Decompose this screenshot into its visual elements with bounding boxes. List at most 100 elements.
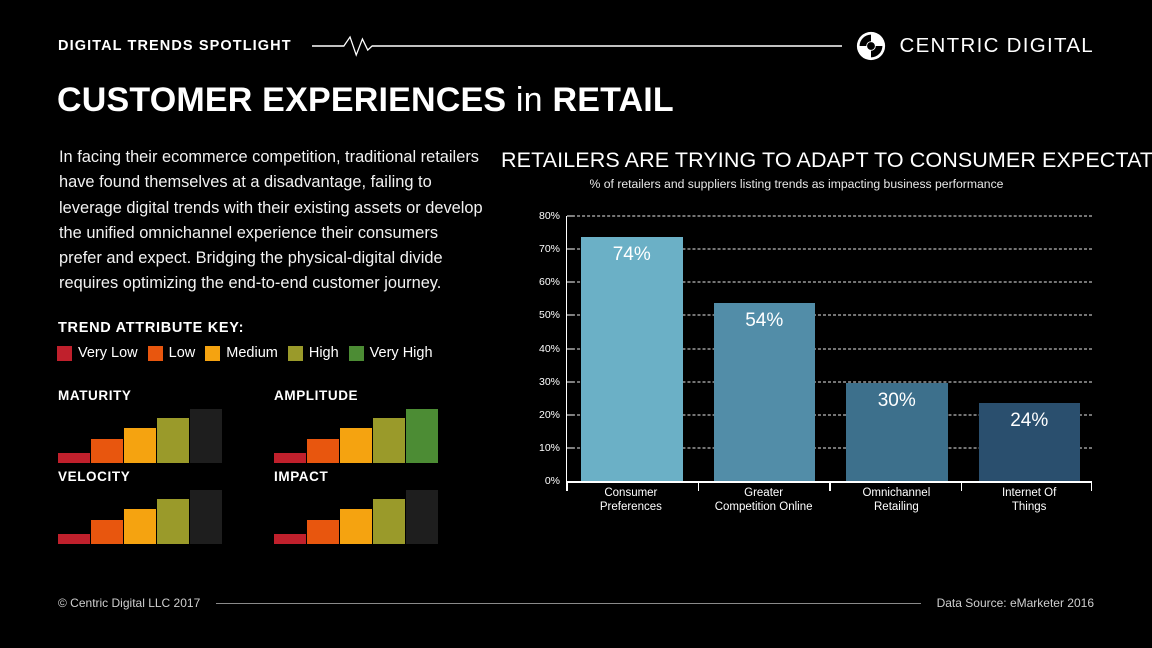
attribute-bar-segment xyxy=(274,534,306,544)
bar-value-label: 30% xyxy=(877,389,916,411)
x-tick-mark xyxy=(566,483,568,491)
attribute-bar-segment xyxy=(157,499,189,544)
x-axis-category-label: Internet Of Things xyxy=(978,486,1080,514)
trend-key-item: High xyxy=(287,345,339,361)
attribute-bars xyxy=(58,409,223,463)
attribute-bar-segment xyxy=(124,428,156,463)
gridline xyxy=(567,414,1092,416)
trend-key-item: Very Low xyxy=(57,345,138,361)
top-header-bar: DIGITAL TRENDS SPOTLIGHT CENTRIC DIGITAL xyxy=(58,30,1094,62)
attribute-meter-maturity: MATURITY xyxy=(58,388,223,463)
y-tick-mark xyxy=(567,281,574,283)
gridline xyxy=(567,348,1092,349)
attribute-bar-segment xyxy=(91,439,123,463)
attribute-meter-impact: IMPACT xyxy=(274,469,439,544)
gridline xyxy=(567,281,1092,283)
page-title-part1: CUSTOMER EXPERIENCES xyxy=(57,81,507,119)
attribute-bar-segment xyxy=(406,409,438,463)
chart-plot-area: 0% 10% 20% 30% 40% 50% 60% 70% 80% 74% 54% 30% 24% xyxy=(539,210,1092,487)
x-axis-label-line: Retailing xyxy=(874,501,919,513)
brand-logo-text: CENTRIC DIGITAL xyxy=(899,34,1094,57)
trend-key-title: TREND ATTRIBUTE KEY: xyxy=(58,320,245,336)
attribute-bar-segment xyxy=(307,439,339,463)
attribute-bars xyxy=(274,490,439,544)
trend-key-swatch xyxy=(205,345,221,361)
gridline xyxy=(567,314,1092,316)
bar-value-label: 74% xyxy=(612,243,651,265)
chart-title: RETAILERS ARE TRYING TO ADAPT TO CONSUME… xyxy=(501,148,1152,172)
gridline xyxy=(567,248,1092,250)
bar-column[interactable]: 54% xyxy=(713,216,815,482)
attribute-bar-segment xyxy=(307,520,339,544)
centric-digital-circle-mark xyxy=(857,31,886,61)
pulse-line-icon xyxy=(311,35,843,57)
attribute-bar-segment xyxy=(373,499,405,544)
y-axis-tick-label: 20% xyxy=(538,408,560,421)
chart-subtitle: % of retailers and suppliers listing tre… xyxy=(589,177,1004,191)
attribute-bar-segment xyxy=(190,490,222,544)
x-tick-mark xyxy=(960,483,962,491)
chart-x-axis-line xyxy=(566,481,1092,483)
attribute-bar-segment xyxy=(373,418,405,463)
trend-key-swatch xyxy=(348,345,364,361)
bar[interactable]: 30% xyxy=(846,382,948,482)
chart-x-axis-labels: Consumer Preferences Greater Competition On… xyxy=(566,486,1092,514)
bar-column[interactable]: 24% xyxy=(978,216,1080,482)
attribute-label: IMPACT xyxy=(274,469,329,484)
y-axis-tick-label: 0% xyxy=(544,475,560,487)
y-tick-mark xyxy=(567,447,574,449)
bar-column[interactable]: 74% xyxy=(581,216,683,482)
attribute-label: AMPLITUDE xyxy=(274,388,359,403)
attribute-bars xyxy=(58,490,223,544)
y-tick-mark xyxy=(567,215,574,217)
x-axis-label-line: Internet Of xyxy=(1001,487,1057,499)
footer: © Centric Digital LLC 2017 Data Source: … xyxy=(58,596,1094,610)
attribute-bar-segment xyxy=(91,520,123,544)
bar[interactable]: 74% xyxy=(581,236,683,482)
bar-column[interactable]: 30% xyxy=(846,216,948,482)
x-axis-label-line: Consumer xyxy=(604,487,658,499)
x-axis-label-line: Things xyxy=(1011,501,1047,513)
attribute-bars xyxy=(274,409,439,463)
attribute-meter-amplitude: AMPLITUDE xyxy=(274,388,439,463)
footer-divider xyxy=(216,602,921,604)
trend-key-label: Very High xyxy=(369,345,433,361)
bar-value-label: 54% xyxy=(745,310,784,332)
chart-x-tick-marks xyxy=(566,483,1092,491)
bar[interactable]: 24% xyxy=(978,402,1080,482)
x-axis-category-label: Consumer Preferences xyxy=(580,486,682,514)
attribute-bar-segment xyxy=(157,418,189,463)
attribute-bar-segment xyxy=(58,453,90,463)
brand-logo: CENTRIC DIGITAL xyxy=(856,31,1094,61)
page-title-part2: in xyxy=(515,81,543,119)
eyebrow-label: DIGITAL TRENDS SPOTLIGHT xyxy=(58,38,292,54)
gridline xyxy=(567,381,1092,383)
y-axis-tick-label: 50% xyxy=(538,309,560,322)
x-axis-category-label: Greater Competition Online xyxy=(713,486,815,514)
footer-copyright: © Centric Digital LLC 2017 xyxy=(58,596,201,610)
attribute-bar-segment xyxy=(190,409,222,463)
y-tick-mark xyxy=(567,381,574,383)
x-tick-mark xyxy=(829,483,831,491)
page-title: CUSTOMER EXPERIENCES in RETAIL xyxy=(57,81,674,120)
attribute-bar-segment xyxy=(58,534,90,544)
y-tick-mark xyxy=(567,348,574,349)
intro-paragraph: In facing their ecommerce competition, t… xyxy=(59,148,483,293)
trend-key-swatch xyxy=(57,345,72,361)
x-axis-label-line: Preferences xyxy=(599,501,662,513)
chart-bars: 74% 54% 30% 24% xyxy=(567,216,1092,482)
attribute-meter-velocity: VELOCITY xyxy=(58,469,223,544)
trend-key-swatch xyxy=(287,345,303,361)
attribute-bar-segment xyxy=(124,509,156,544)
y-tick-mark xyxy=(567,414,574,416)
attribute-bar-segment xyxy=(340,428,372,463)
footer-data-source: Data Source: eMarketer 2016 xyxy=(936,596,1094,610)
gridline xyxy=(567,447,1092,449)
gridline xyxy=(567,215,1092,217)
y-axis-tick-label: 60% xyxy=(538,276,560,289)
bar-value-label: 24% xyxy=(1010,409,1049,431)
bar[interactable]: 54% xyxy=(713,303,815,482)
trend-key-item: Low xyxy=(147,345,195,361)
attribute-label: VELOCITY xyxy=(58,469,131,484)
x-axis-label-line: Omnichannel xyxy=(862,487,931,499)
